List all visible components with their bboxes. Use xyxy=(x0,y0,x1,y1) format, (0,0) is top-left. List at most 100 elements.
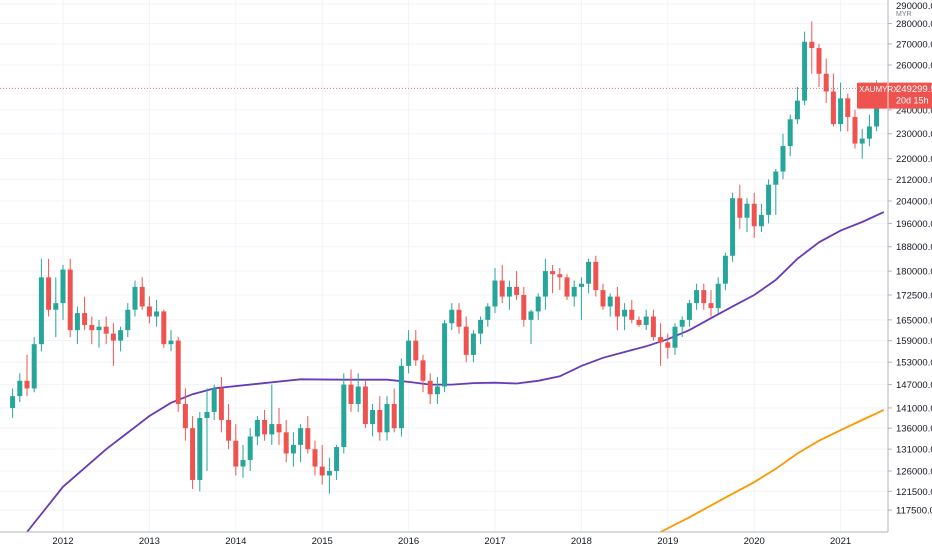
price-axis-tick-label: 141000.00 xyxy=(896,403,932,414)
candle-body xyxy=(557,274,563,278)
candle xyxy=(406,330,412,374)
time-axis-tick-label: 2014 xyxy=(225,536,246,547)
candle xyxy=(866,114,872,147)
candle xyxy=(262,409,268,441)
candle xyxy=(139,277,145,310)
candle xyxy=(132,280,138,317)
candle xyxy=(103,316,109,345)
candle xyxy=(125,303,131,338)
candle xyxy=(74,306,80,345)
candle xyxy=(571,280,577,307)
candle-body xyxy=(305,428,311,450)
price-axis-tick-label: 180000.00 xyxy=(896,267,932,278)
candle xyxy=(708,290,714,317)
candle xyxy=(838,82,844,132)
candle xyxy=(377,396,383,441)
candle-body xyxy=(859,138,865,144)
price-axis[interactable]: 117500.00 121500.00 126000.00 131000.00 1360… xyxy=(887,0,932,532)
candle xyxy=(722,252,728,291)
candle xyxy=(852,109,858,149)
candle-body xyxy=(694,290,700,304)
candle-body xyxy=(362,386,368,425)
price-axis-tick-label: 290000.00 xyxy=(896,1,932,12)
bar-countdown-label: 20d 15h xyxy=(896,96,929,106)
candle-body xyxy=(240,459,246,467)
candle xyxy=(283,420,289,463)
candle xyxy=(168,330,174,352)
candle-body xyxy=(514,286,520,295)
price-axis-tick-label: 136000.00 xyxy=(896,424,932,435)
candle xyxy=(859,128,865,159)
candle-body xyxy=(175,340,181,404)
candle-body xyxy=(17,380,23,397)
price-axis-tick-label: 147000.00 xyxy=(896,380,932,391)
moving-average-line xyxy=(660,409,885,533)
candle xyxy=(247,428,253,471)
price-axis-tick-label: 204000.00 xyxy=(896,196,932,207)
time-axis-tick-label: 2015 xyxy=(312,536,333,547)
moving-average-lines xyxy=(26,211,885,533)
candle xyxy=(96,319,102,348)
candle-body xyxy=(96,326,102,331)
candle-body xyxy=(506,286,512,297)
candle xyxy=(650,309,656,341)
candle xyxy=(118,326,124,352)
candle-body xyxy=(809,41,815,49)
candle xyxy=(802,31,808,106)
candle-body xyxy=(852,116,858,144)
candle-body xyxy=(672,326,678,348)
candle-body xyxy=(586,261,592,284)
candle-body xyxy=(442,323,448,387)
candle xyxy=(607,293,613,317)
candle xyxy=(823,58,829,103)
candle xyxy=(506,280,512,310)
candle xyxy=(514,271,520,300)
candle-body xyxy=(53,303,59,310)
candle-body xyxy=(787,119,793,147)
candle xyxy=(24,354,30,397)
candle-body xyxy=(226,420,232,441)
time-axis[interactable]: 2012 2013 2014 2015 2016 2017 2018 2019 2020 2021 xyxy=(0,531,932,550)
candle xyxy=(449,303,455,331)
candle-body xyxy=(686,303,692,320)
moving-average-line xyxy=(26,211,885,533)
candle-body xyxy=(456,309,462,327)
candle xyxy=(326,457,332,494)
candle-body xyxy=(254,420,260,437)
candle-body xyxy=(449,309,455,324)
currency-label: MYR xyxy=(896,11,912,18)
candle-body xyxy=(751,203,757,227)
candle xyxy=(175,337,181,412)
price-axis-tick-label: 131000.00 xyxy=(896,445,932,456)
candle xyxy=(110,323,116,366)
candle xyxy=(204,388,210,471)
candle-body xyxy=(319,466,325,476)
candle xyxy=(67,258,73,338)
candle xyxy=(643,309,649,331)
candle xyxy=(427,373,433,404)
candle xyxy=(679,316,685,338)
candle-body xyxy=(398,365,404,429)
candle-body xyxy=(499,280,505,297)
candle-body xyxy=(204,411,210,418)
candles xyxy=(10,21,887,494)
candle-body xyxy=(355,386,361,404)
candle xyxy=(550,264,556,294)
last-price-label: 249299.56 xyxy=(896,84,932,95)
candle xyxy=(370,403,376,437)
time-axis-tick-label: 2016 xyxy=(398,536,419,547)
candle xyxy=(780,133,786,180)
candle xyxy=(276,407,282,445)
candle-body xyxy=(830,91,836,125)
candle xyxy=(384,396,390,441)
candle xyxy=(434,377,440,404)
candle xyxy=(730,192,736,262)
candle-body xyxy=(132,286,138,310)
candle xyxy=(629,299,635,324)
candle xyxy=(672,323,678,355)
candle xyxy=(622,303,628,331)
candle xyxy=(355,373,361,412)
candle-body xyxy=(650,316,656,338)
candle xyxy=(665,333,671,359)
candle xyxy=(146,296,152,324)
